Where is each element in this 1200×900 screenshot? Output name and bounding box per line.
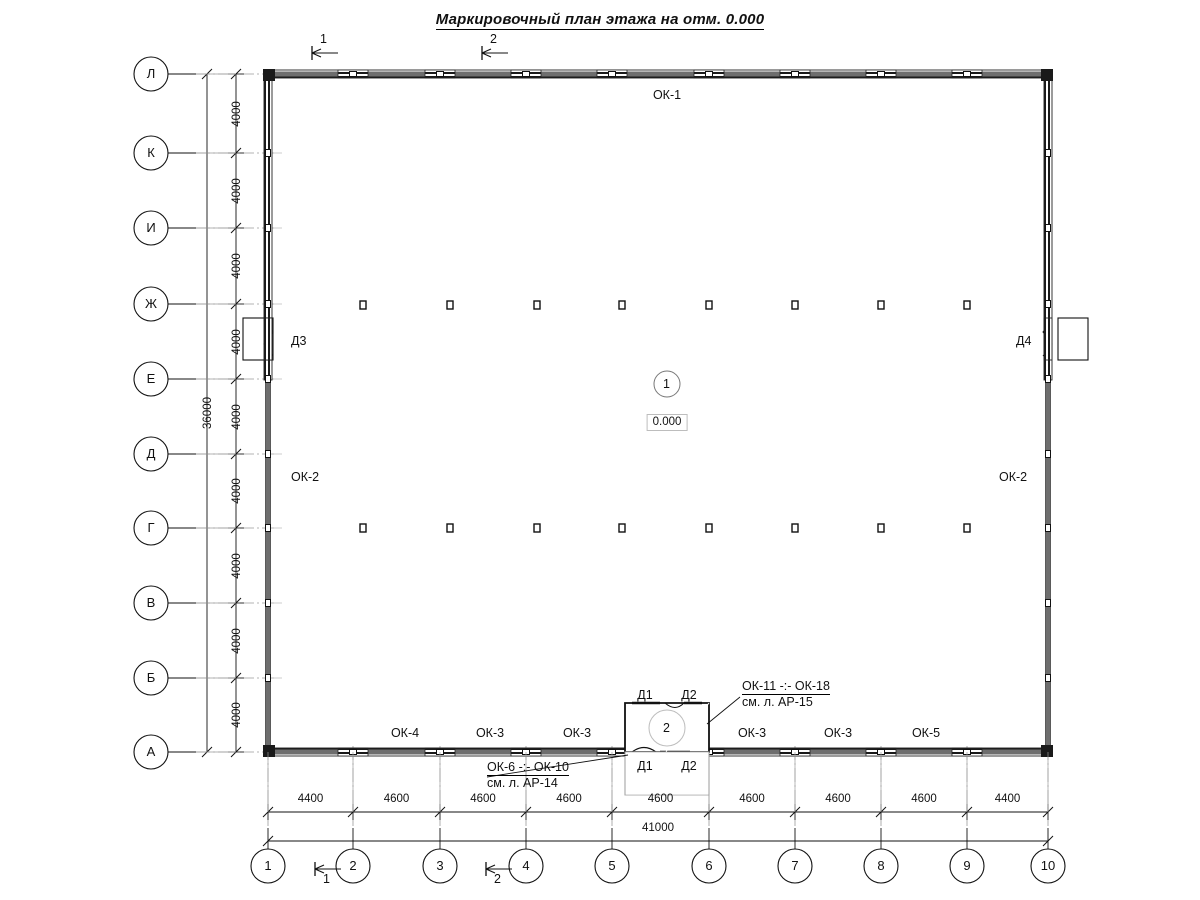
axis-label-col-3[interactable]: 3 [436, 858, 444, 873]
door-label-left[interactable]: Д3 [291, 334, 307, 348]
leader-ok6-ok10: ОК-6 -:- ОК-10 см. л. АР-14 [487, 760, 569, 791]
axis-label-row-Г[interactable]: Г [147, 520, 155, 535]
section-mark-top-2[interactable]: 2 [490, 32, 497, 46]
vdim-3: 4000 [231, 328, 243, 355]
door-label-right[interactable]: Д4 [1016, 334, 1032, 348]
axis-label-col-8[interactable]: 8 [877, 858, 885, 873]
axis-label-col-9[interactable]: 9 [963, 858, 971, 873]
hdim-0: 4400 [297, 793, 324, 805]
section-mark-bottom-2[interactable]: 2 [494, 872, 501, 886]
hdim-3: 4600 [556, 793, 582, 805]
hdim-4: 4600 [647, 793, 674, 805]
window-label-left: ОК-2 [291, 470, 320, 484]
vdim-2: 4000 [231, 253, 243, 279]
vestibule-door-bottom-2: Д2 [681, 759, 697, 773]
axis-label-row-Л[interactable]: Л [146, 66, 156, 81]
window-label-bottom-1: ОК-3 [475, 726, 505, 740]
leader-ok6-ok10-line2: см. л. АР-14 [487, 776, 558, 791]
vdim-6: 4000 [231, 552, 243, 579]
elevation-value: 0.000 [646, 414, 688, 431]
node-marker-1[interactable]: 1 [663, 377, 670, 391]
vdim-4: 4000 [231, 403, 243, 430]
hdim-total: 41000 [642, 822, 674, 834]
axis-label-row-Ж[interactable]: Ж [144, 296, 157, 311]
vestibule-door-top-1: Д1 [637, 688, 653, 702]
window-label-bottom-3: ОК-3 [737, 726, 767, 740]
axis-label-col-10[interactable]: 10 [1040, 858, 1056, 873]
axis-label-row-Е[interactable]: Е [146, 371, 156, 386]
hdim-2: 4600 [470, 793, 496, 805]
axis-label-col-5[interactable]: 5 [608, 858, 616, 873]
leader-ok6-ok10-line1: ОК-6 -:- ОК-10 [487, 760, 569, 777]
axis-label-row-Д[interactable]: Д [146, 446, 156, 461]
page-title: Маркировочный план этажа на отм. 0.000 [435, 11, 765, 30]
window-label-bottom-5: ОК-5 [911, 726, 941, 740]
axis-label-row-А[interactable]: А [146, 744, 156, 759]
hdim-7: 4600 [911, 793, 937, 805]
vdim-5: 4000 [231, 478, 243, 504]
axis-label-col-7[interactable]: 7 [791, 858, 799, 873]
section-mark-top-1[interactable]: 1 [320, 32, 327, 46]
axis-label-row-И[interactable]: И [146, 220, 156, 235]
vdim-1: 4000 [231, 177, 243, 204]
axis-label-row-В[interactable]: В [146, 595, 156, 610]
hdim-1: 4600 [383, 793, 410, 805]
vdim-total: 36000 [202, 397, 214, 429]
window-label-right: ОК-2 [999, 470, 1028, 484]
window-label-top: ОК-1 [652, 88, 682, 102]
window-label-bottom-2: ОК-3 [562, 726, 592, 740]
axis-label-col-6[interactable]: 6 [705, 858, 713, 873]
section-mark-bottom-1[interactable]: 1 [323, 872, 330, 886]
axis-label-row-Б[interactable]: Б [146, 670, 156, 685]
vdim-7: 4000 [231, 627, 243, 654]
window-label-bottom-0: ОК-4 [390, 726, 420, 740]
leader-ok11-ok18-line1: ОК-11 -:- ОК-18 [742, 679, 830, 696]
vdim-0: 4000 [231, 100, 243, 127]
vestibule-door-bottom-1: Д1 [637, 759, 653, 773]
axis-label-row-К[interactable]: К [147, 145, 155, 160]
hdim-5: 4600 [739, 793, 765, 805]
leader-ok11-ok18-line2: см. л. АР-15 [742, 695, 813, 710]
axis-label-col-4[interactable]: 4 [522, 858, 530, 873]
axis-label-col-1[interactable]: 1 [264, 858, 272, 873]
window-label-bottom-4: ОК-3 [823, 726, 853, 740]
vdim-8: 4000 [231, 702, 243, 728]
node-marker-2[interactable]: 2 [663, 721, 670, 735]
hdim-6: 4600 [825, 793, 851, 805]
vestibule-door-top-2: Д2 [681, 688, 697, 702]
axis-label-col-2[interactable]: 2 [349, 858, 357, 873]
hdim-8: 4400 [994, 793, 1021, 805]
leader-ok11-ok18: ОК-11 -:- ОК-18 см. л. АР-15 [742, 679, 830, 710]
